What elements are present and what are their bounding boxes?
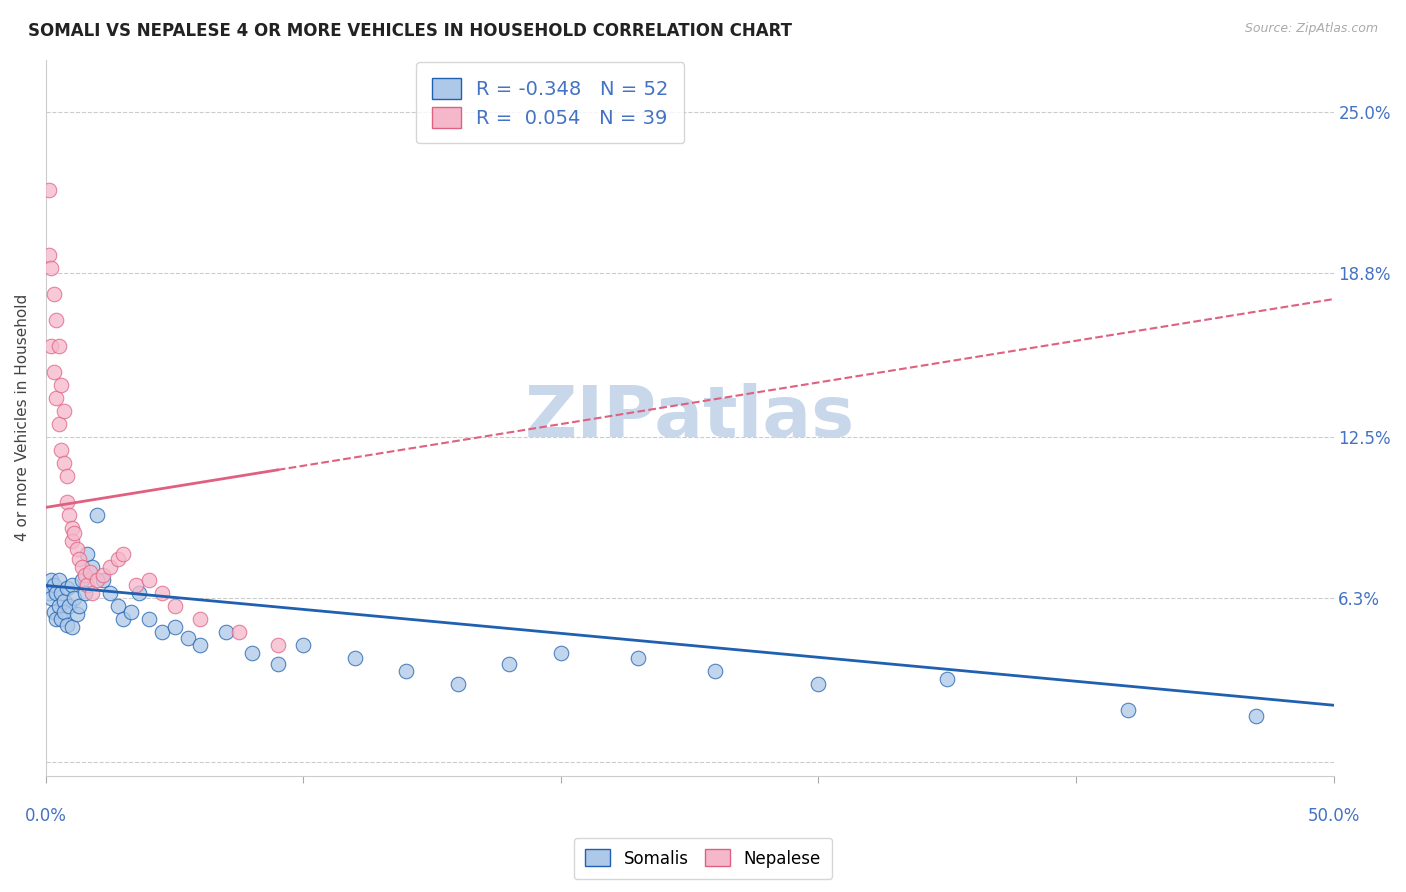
Text: Source: ZipAtlas.com: Source: ZipAtlas.com (1244, 22, 1378, 36)
Legend: Somalis, Nepalese: Somalis, Nepalese (574, 838, 832, 880)
Point (73, 568, 96, 582)
Point (112, 612, 135, 626)
Legend: R = -0.348   N = 52, R =  0.054   N = 39: R = -0.348 N = 52, R = 0.054 N = 39 (416, 62, 685, 144)
Point (38, 183, 60, 197)
Point (76, 547, 98, 561)
Point (73, 586, 96, 600)
Point (807, 677, 830, 691)
Point (190, 638, 212, 652)
Point (150, 625, 173, 640)
Point (936, 672, 959, 686)
Point (51, 612, 73, 626)
Point (60, 521, 83, 535)
Point (58, 599, 80, 614)
Point (228, 625, 250, 640)
Point (48, 339, 70, 353)
Text: SOMALI VS NEPALESE 4 OR MORE VEHICLES IN HOUSEHOLD CORRELATION CHART: SOMALI VS NEPALESE 4 OR MORE VEHICLES IN… (28, 22, 792, 40)
Point (447, 677, 470, 691)
Point (70, 560, 93, 574)
Point (39, 591, 62, 606)
Point (53, 404, 76, 418)
Point (55, 495, 77, 509)
Point (69, 599, 91, 614)
Point (163, 620, 186, 634)
Point (42, 286, 65, 301)
Point (86, 574, 108, 588)
Point (176, 631, 198, 645)
Point (91, 568, 114, 582)
Point (42, 605, 65, 619)
Point (45, 313, 67, 327)
Point (550, 646, 572, 660)
Point (51, 443, 73, 458)
Point (66, 541, 89, 556)
Point (53, 605, 76, 619)
Text: 50.0%: 50.0% (1308, 806, 1360, 825)
Text: ZIPatlas: ZIPatlas (524, 383, 855, 452)
Point (48, 574, 70, 588)
Text: 0.0%: 0.0% (25, 806, 67, 825)
Point (55, 581, 77, 595)
Point (82, 586, 104, 600)
Point (125, 578, 148, 592)
Point (48, 599, 70, 614)
Point (45, 391, 67, 405)
Point (343, 651, 366, 665)
Point (63, 591, 86, 606)
Point (107, 552, 129, 566)
Point (190, 612, 212, 626)
Point (39, 574, 62, 588)
Point (55, 469, 77, 483)
Point (292, 638, 315, 652)
Point (120, 605, 142, 619)
Point (60, 534, 83, 549)
Point (48, 417, 70, 431)
Point (38, 248, 60, 262)
Point (42, 365, 65, 379)
Point (39, 339, 62, 353)
Point (704, 665, 727, 679)
Point (76, 578, 98, 592)
Point (215, 625, 238, 640)
Point (42, 578, 65, 592)
Point (53, 456, 76, 470)
Point (55, 617, 77, 632)
Point (1246, 708, 1268, 723)
Point (1116, 703, 1139, 717)
Y-axis label: 4 or more Vehicles in Household: 4 or more Vehicles in Household (15, 294, 30, 541)
Point (45, 586, 67, 600)
Point (91, 574, 114, 588)
Point (51, 586, 73, 600)
Point (627, 651, 650, 665)
Point (163, 599, 186, 614)
Point (58, 508, 80, 523)
Point (138, 574, 160, 588)
Point (39, 260, 62, 275)
Point (63, 526, 86, 541)
Point (128, 586, 150, 600)
Point (150, 586, 173, 600)
Point (51, 378, 73, 392)
Point (79, 566, 101, 580)
Point (98, 586, 121, 600)
Point (70, 574, 93, 588)
Point (240, 646, 263, 660)
Point (66, 607, 89, 621)
Point (60, 620, 83, 634)
Point (498, 657, 520, 671)
Point (53, 594, 76, 608)
Point (86, 508, 108, 523)
Point (138, 612, 160, 626)
Point (69, 552, 91, 566)
Point (112, 547, 135, 561)
Point (395, 665, 418, 679)
Point (98, 560, 121, 574)
Point (107, 599, 129, 614)
Point (60, 578, 83, 592)
Point (82, 560, 104, 574)
Point (45, 612, 67, 626)
Point (38, 586, 60, 600)
Point (267, 657, 290, 671)
Point (267, 638, 290, 652)
